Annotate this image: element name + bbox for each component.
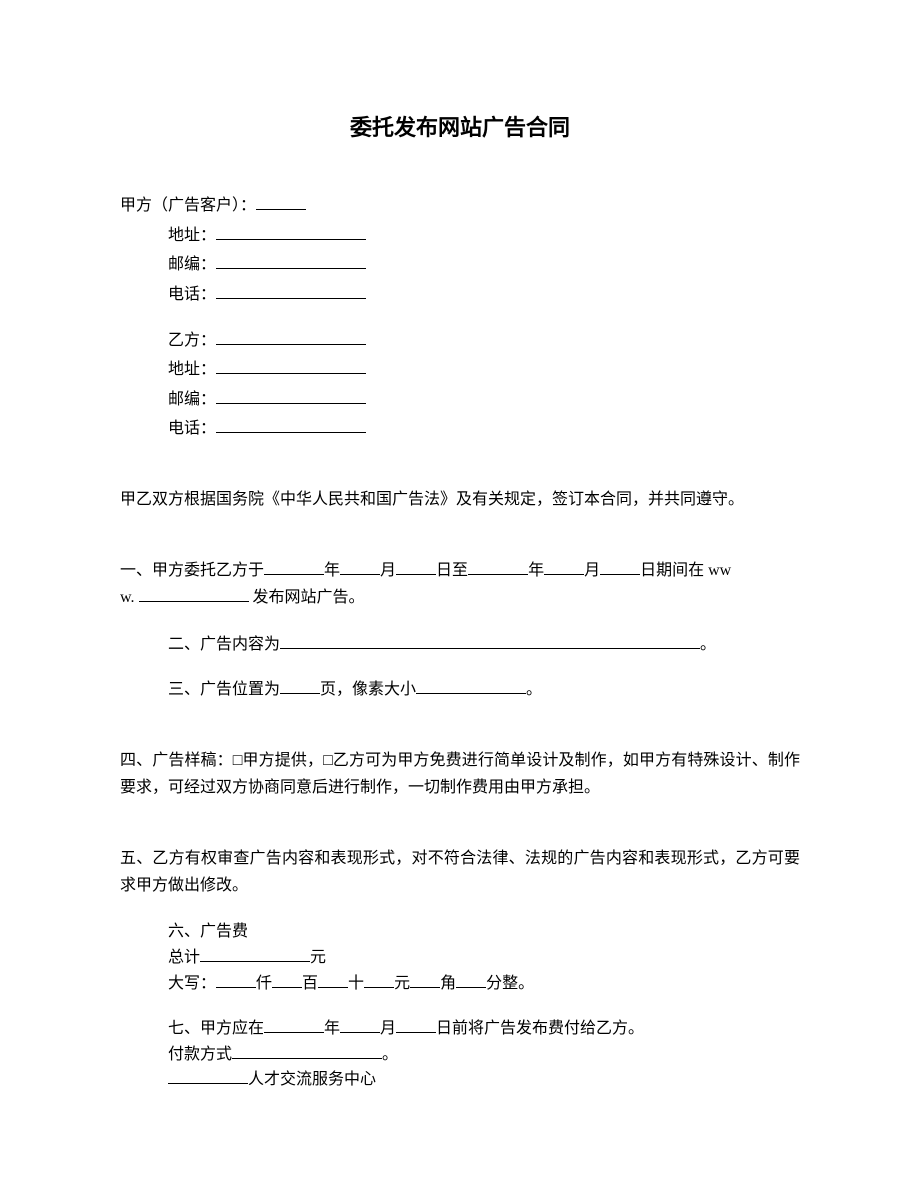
party-b-label-line: 乙方： <box>120 328 800 354</box>
s7-year-blank <box>264 1017 324 1033</box>
s7-paymethod-label: 付款方式 <box>168 1046 232 1063</box>
s7-center-blank <box>168 1068 248 1084</box>
s1-line2-prefix: w. <box>120 589 139 606</box>
party-b-address-line: 地址： <box>120 357 800 383</box>
s6-shi-blank <box>318 972 348 988</box>
s1-month2-blank <box>544 559 584 575</box>
party-b-name-blank <box>216 329 366 345</box>
s7-prefix: 七、甲方应在 <box>168 1020 264 1037</box>
s1-day2-blank <box>600 559 640 575</box>
s1-day-suffix: 日期间在 ww <box>640 562 731 579</box>
s3-page-blank <box>280 678 320 694</box>
party-a-address-line: 地址： <box>120 223 800 249</box>
s7-day-suffix: 日前将广告发布费付给乙方。 <box>436 1020 644 1037</box>
s1-month1: 月 <box>380 562 396 579</box>
party-b-phone-line: 电话： <box>120 416 800 442</box>
preamble-text: 甲乙双方根据国务院《中华人民共和国广告法》及有关规定，签订本合同，并共同遵守。 <box>120 486 800 513</box>
party-b-postcode-line: 邮编： <box>120 387 800 413</box>
section-7-paymethod-line: 付款方式 。 <box>168 1042 800 1068</box>
s1-day1-blank <box>396 559 436 575</box>
party-a-label: 甲方（广告客户）： <box>120 197 256 214</box>
s7-month: 月 <box>380 1020 396 1037</box>
s6-total-prefix: 总计 <box>168 949 200 966</box>
s7-year: 年 <box>324 1020 340 1037</box>
section-7: 七、甲方应在 年 月 日前将广告发布费付给乙方。 付款方式 。 人才交流服务中心 <box>120 1016 800 1093</box>
s1-year1-blank <box>264 559 324 575</box>
s6-bai: 百 <box>302 975 318 992</box>
section-3-prefix: 三、广告位置为 <box>168 681 280 698</box>
party-a-address-label: 地址： <box>168 227 216 244</box>
s6-qian-blank <box>216 972 256 988</box>
s1-dayto: 日至 <box>436 562 468 579</box>
section-3-mid: 页，像素大小 <box>320 681 416 698</box>
section-3-suffix: 。 <box>526 681 542 698</box>
party-b-phone-label: 电话： <box>168 420 216 437</box>
s6-total-blank <box>200 946 310 962</box>
party-a-name-blank <box>256 194 306 210</box>
s6-bai-blank <box>272 972 302 988</box>
s7-center-suffix: 人才交流服务中心 <box>248 1071 376 1088</box>
section-6-cap-line: 大写： 仟 百 十 元 角 分整。 <box>168 971 800 997</box>
s6-jiao-blank <box>410 972 440 988</box>
section-6-title: 六、广告费 <box>168 919 800 945</box>
section-1-prefix: 一、甲方委托乙方于 <box>120 562 264 579</box>
party-b-postcode-label: 邮编： <box>168 391 216 408</box>
party-a-postcode-blank <box>216 253 366 269</box>
party-a-postcode-line: 邮编： <box>120 252 800 278</box>
s7-day-blank <box>396 1017 436 1033</box>
s6-cap-prefix: 大写： <box>168 975 216 992</box>
s6-jiao: 角 <box>440 975 456 992</box>
party-b-block: 乙方： 地址： 邮编： 电话： <box>120 328 800 442</box>
s1-line2-suffix: 发布网站广告。 <box>249 589 365 606</box>
s1-month2: 月 <box>584 562 600 579</box>
s1-year2: 年 <box>528 562 544 579</box>
section-1: 一、甲方委托乙方于 年 月 日至 年 月 日期间在 ww w. 发布网站广告。 <box>120 557 800 611</box>
section-5: 五、乙方有权审查广告内容和表现形式，对不符合法律、法规的广告内容和表现形式，乙方… <box>120 845 800 899</box>
s2-content-blank <box>280 633 700 649</box>
s6-shi: 十 <box>348 975 364 992</box>
s6-yuan-blank <box>364 972 394 988</box>
section-6-total-line: 总计 元 <box>168 945 800 971</box>
party-b-address-blank <box>216 358 366 374</box>
s7-paymethod-suffix: 。 <box>382 1046 398 1063</box>
party-a-postcode-label: 邮编： <box>168 256 216 273</box>
party-a-phone-blank <box>216 283 366 299</box>
section-6: 六、广告费 总计元 大写：仟百十元角分整。 <box>120 919 800 996</box>
party-a-block: 甲方（广告客户）： 地址： 邮编： 电话： <box>120 193 800 307</box>
party-a-address-blank <box>216 224 366 240</box>
party-b-address-label: 地址： <box>168 361 216 378</box>
s6-fen-end: 分整。 <box>486 975 534 992</box>
section-2-prefix: 二、广告内容为 <box>168 636 280 653</box>
s6-total-suffix: 元 <box>310 949 326 966</box>
party-a-phone-label: 电话： <box>168 286 216 303</box>
s1-domain-blank <box>139 586 249 602</box>
s3-pixel-blank <box>416 678 526 694</box>
document-title: 委托发布网站广告合同 <box>120 110 800 145</box>
section-2-suffix: 。 <box>700 636 716 653</box>
s1-month1-blank <box>340 559 380 575</box>
party-b-postcode-blank <box>216 388 366 404</box>
s1-year1: 年 <box>324 562 340 579</box>
s6-fen-blank <box>456 972 486 988</box>
party-a-phone-line: 电话： <box>120 282 800 308</box>
section-3: 三、广告位置为 页，像素大小 。 <box>120 677 800 703</box>
party-a-label-line: 甲方（广告客户）： <box>120 193 800 219</box>
s6-yuan: 元 <box>394 975 410 992</box>
s7-paymethod-blank <box>232 1043 382 1059</box>
section-7-line1: 七、甲方应在 年 月 日前将广告发布费付给乙方。 <box>168 1016 800 1042</box>
s7-month-blank <box>340 1017 380 1033</box>
party-b-phone-blank <box>216 417 366 433</box>
s6-qian: 仟 <box>256 975 272 992</box>
party-b-label: 乙方： <box>168 332 216 349</box>
section-4: 四、广告样稿：□甲方提供，□乙方可为甲方免费进行简单设计及制作，如甲方有特殊设计… <box>120 747 800 801</box>
s1-year2-blank <box>468 559 528 575</box>
section-2: 二、广告内容为 。 <box>120 632 800 658</box>
section-7-center-line: 人才交流服务中心 <box>168 1067 800 1093</box>
